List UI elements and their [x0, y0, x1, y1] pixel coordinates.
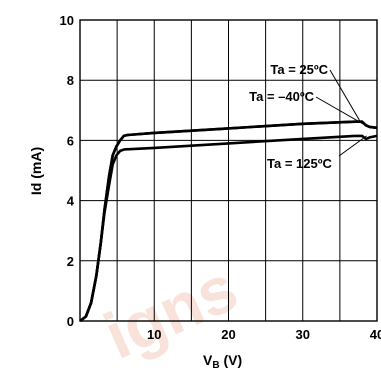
annotation-label-2: Ta = 125ºC	[267, 156, 332, 171]
grid-horizontal	[80, 79, 377, 262]
x-tick-label: 10	[147, 327, 161, 342]
x-axis-label: VB (V)	[203, 352, 242, 371]
x-axis-label-main: V	[203, 352, 213, 368]
y-tick-label: 2	[67, 254, 74, 269]
x-axis-label-sub: B	[212, 360, 219, 371]
y-tick-label: 0	[67, 314, 74, 329]
x-tick-label: 40	[370, 327, 381, 342]
annotation-leader-0	[329, 69, 362, 123]
y-tick-label: 10	[60, 13, 74, 28]
x-tick-labels: 10 20 30 40	[147, 327, 381, 342]
annotation-leader-2	[338, 135, 367, 157]
y-tick-label: 8	[67, 73, 74, 88]
x-axis-label-unit: (V)	[220, 352, 243, 368]
annotation-label-1: Ta = –40ºC	[249, 89, 314, 104]
y-tick-labels: 0 2 4 6 8 10	[60, 13, 75, 329]
annotation-leader-1	[315, 96, 369, 128]
y-tick-label: 6	[67, 133, 74, 148]
y-axis-label: Id (mA)	[28, 147, 44, 195]
plot-frame	[79, 19, 378, 322]
x-tick-label: 20	[221, 327, 235, 342]
grid-vertical	[116, 20, 341, 321]
y-tick-label: 4	[67, 194, 75, 209]
annotations: Ta = 25ºC Ta = –40ºC Ta = 125ºC	[249, 62, 369, 171]
annotation-label-0: Ta = 25ºC	[270, 62, 328, 77]
series-line-2	[79, 134, 378, 323]
x-tick-label: 30	[296, 327, 310, 342]
